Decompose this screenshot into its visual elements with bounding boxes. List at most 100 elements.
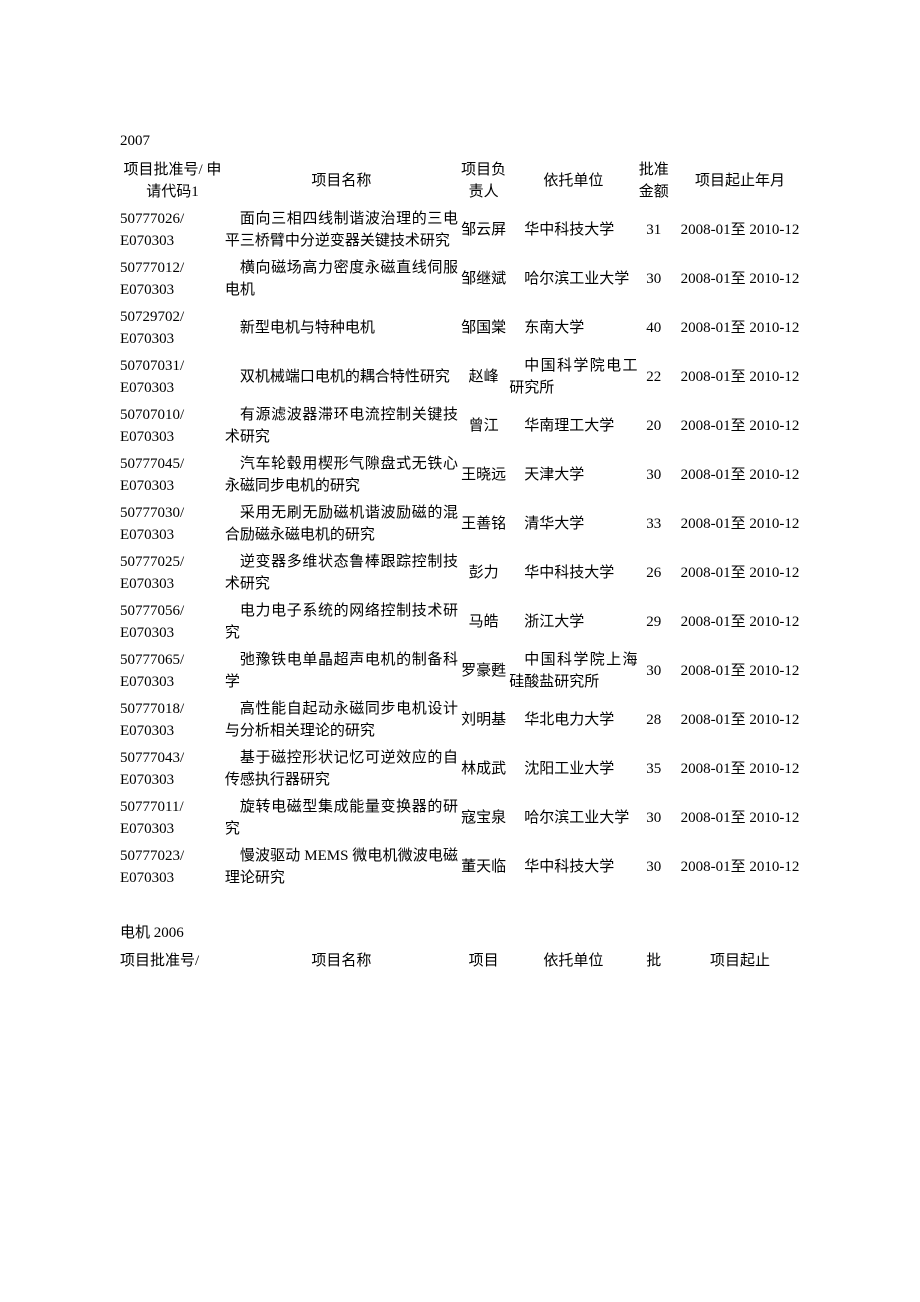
cell-org: 华中科技大学	[509, 206, 637, 255]
cell-org: 沈阳工业大学	[509, 745, 637, 794]
section1-year-label: 2007	[120, 130, 810, 153]
table-header-row: 项目批准号/ 申请代码1 项目名称 项目负责人 依托单位 批准金额 项目起止年月	[120, 157, 810, 206]
table-row: 50777030/ E070303采用无刷无励磁机谐波励磁的混合励磁永磁电机的研…	[120, 500, 810, 549]
cell-person: 马皓	[458, 598, 509, 647]
cell-project-id: 50777045/ E070303	[120, 451, 225, 500]
header-id: 项目批准号/	[120, 948, 225, 975]
cell-amount: 26	[637, 549, 670, 598]
header-name: 项目名称	[225, 157, 458, 206]
cell-person: 彭力	[458, 549, 509, 598]
cell-org: 东南大学	[509, 304, 637, 353]
cell-date: 2008-01至 2010-12	[670, 696, 810, 745]
table-row: 50777026/ E070303面向三相四线制谐波治理的三电平三桥臂中分逆变器…	[120, 206, 810, 255]
cell-date: 2008-01至 2010-12	[670, 304, 810, 353]
cell-org: 中国科学院电工研究所	[509, 353, 637, 402]
header-org: 依托单位	[509, 948, 637, 975]
cell-project-id: 50729702/ E070303	[120, 304, 225, 353]
cell-person: 寇宝泉	[458, 794, 509, 843]
cell-project-id: 50777012/ E070303	[120, 255, 225, 304]
cell-person: 刘明基	[458, 696, 509, 745]
cell-date: 2008-01至 2010-12	[670, 549, 810, 598]
cell-org: 华北电力大学	[509, 696, 637, 745]
cell-date: 2008-01至 2010-12	[670, 598, 810, 647]
cell-date: 2008-01至 2010-12	[670, 402, 810, 451]
cell-project-id: 50777043/ E070303	[120, 745, 225, 794]
cell-date: 2008-01至 2010-12	[670, 843, 810, 892]
cell-date: 2008-01至 2010-12	[670, 745, 810, 794]
cell-project-name: 电力电子系统的网络控制技术研究	[225, 598, 458, 647]
table-row: 50777043/ E070303基于磁控形状记忆可逆效应的自传感执行器研究林成…	[120, 745, 810, 794]
cell-date: 2008-01至 2010-12	[670, 255, 810, 304]
header-amount: 批	[637, 948, 670, 975]
header-id: 项目批准号/ 申请代码1	[120, 157, 225, 206]
cell-project-id: 50777025/ E070303	[120, 549, 225, 598]
cell-person: 邹云屏	[458, 206, 509, 255]
cell-project-name: 采用无刷无励磁机谐波励磁的混合励磁永磁电机的研究	[225, 500, 458, 549]
table-header-row: 项目批准号/ 项目名称 项目 依托单位 批 项目起止	[120, 948, 810, 975]
cell-org: 华中科技大学	[509, 843, 637, 892]
cell-project-name: 有源滤波器滞环电流控制关键技术研究	[225, 402, 458, 451]
cell-project-id: 50777018/ E070303	[120, 696, 225, 745]
projects-table-2007: 项目批准号/ 申请代码1 项目名称 项目负责人 依托单位 批准金额 项目起止年月…	[120, 157, 810, 892]
cell-date: 2008-01至 2010-12	[670, 500, 810, 549]
cell-person: 林成武	[458, 745, 509, 794]
cell-amount: 33	[637, 500, 670, 549]
projects-table-2006: 项目批准号/ 项目名称 项目 依托单位 批 项目起止	[120, 948, 810, 975]
cell-person: 董天临	[458, 843, 509, 892]
cell-person: 曾江	[458, 402, 509, 451]
cell-person: 赵峰	[458, 353, 509, 402]
header-date: 项目起止年月	[670, 157, 810, 206]
cell-project-name: 双机械端口电机的耦合特性研究	[225, 353, 458, 402]
table-row: 50777018/ E070303高性能自起动永磁同步电机设计与分析相关理论的研…	[120, 696, 810, 745]
table-row: 50729702/ E070303新型电机与特种电机邹国棠东南大学402008-…	[120, 304, 810, 353]
table-row: 50777065/ E070303弛豫铁电单晶超声电机的制备科学罗豪甦中国科学院…	[120, 647, 810, 696]
header-org: 依托单位	[509, 157, 637, 206]
cell-project-name: 横向磁场高力密度永磁直线伺服电机	[225, 255, 458, 304]
cell-date: 2008-01至 2010-12	[670, 794, 810, 843]
cell-org: 浙江大学	[509, 598, 637, 647]
cell-project-id: 50707031/ E070303	[120, 353, 225, 402]
cell-org: 天津大学	[509, 451, 637, 500]
cell-project-id: 50777026/ E070303	[120, 206, 225, 255]
cell-project-name: 慢波驱动 MEMS 微电机微波电磁理论研究	[225, 843, 458, 892]
cell-amount: 40	[637, 304, 670, 353]
cell-date: 2008-01至 2010-12	[670, 206, 810, 255]
cell-amount: 20	[637, 402, 670, 451]
cell-date: 2008-01至 2010-12	[670, 647, 810, 696]
cell-amount: 30	[637, 451, 670, 500]
cell-amount: 30	[637, 255, 670, 304]
cell-project-name: 弛豫铁电单晶超声电机的制备科学	[225, 647, 458, 696]
header-name: 项目名称	[225, 948, 458, 975]
header-amount: 批准金额	[637, 157, 670, 206]
header-date: 项目起止	[670, 948, 810, 975]
table-row: 50777056/ E070303电力电子系统的网络控制技术研究马皓浙江大学29…	[120, 598, 810, 647]
cell-project-id: 50777065/ E070303	[120, 647, 225, 696]
table-row: 50777025/ E070303逆变器多维状态鲁棒跟踪控制技术研究彭力华中科技…	[120, 549, 810, 598]
cell-amount: 29	[637, 598, 670, 647]
cell-person: 罗豪甦	[458, 647, 509, 696]
cell-org: 中国科学院上海硅酸盐研究所	[509, 647, 637, 696]
cell-amount: 30	[637, 794, 670, 843]
cell-org: 哈尔滨工业大学	[509, 794, 637, 843]
cell-amount: 28	[637, 696, 670, 745]
cell-org: 华中科技大学	[509, 549, 637, 598]
cell-org: 清华大学	[509, 500, 637, 549]
cell-project-name: 旋转电磁型集成能量变换器的研究	[225, 794, 458, 843]
cell-org: 华南理工大学	[509, 402, 637, 451]
header-person: 项目	[458, 948, 509, 975]
section2-label: 电机 2006	[120, 922, 810, 945]
cell-amount: 30	[637, 647, 670, 696]
table-row: 50707010/ E070303有源滤波器滞环电流控制关键技术研究曾江华南理工…	[120, 402, 810, 451]
cell-project-id: 50777030/ E070303	[120, 500, 225, 549]
cell-amount: 31	[637, 206, 670, 255]
table-row: 50707031/ E070303双机械端口电机的耦合特性研究赵峰中国科学院电工…	[120, 353, 810, 402]
header-person: 项目负责人	[458, 157, 509, 206]
cell-project-id: 50707010/ E070303	[120, 402, 225, 451]
cell-project-name: 汽车轮毂用楔形气隙盘式无铁心永磁同步电机的研究	[225, 451, 458, 500]
cell-amount: 30	[637, 843, 670, 892]
cell-project-name: 逆变器多维状态鲁棒跟踪控制技术研究	[225, 549, 458, 598]
cell-person: 邹国棠	[458, 304, 509, 353]
cell-amount: 22	[637, 353, 670, 402]
cell-person: 邹继斌	[458, 255, 509, 304]
cell-org: 哈尔滨工业大学	[509, 255, 637, 304]
